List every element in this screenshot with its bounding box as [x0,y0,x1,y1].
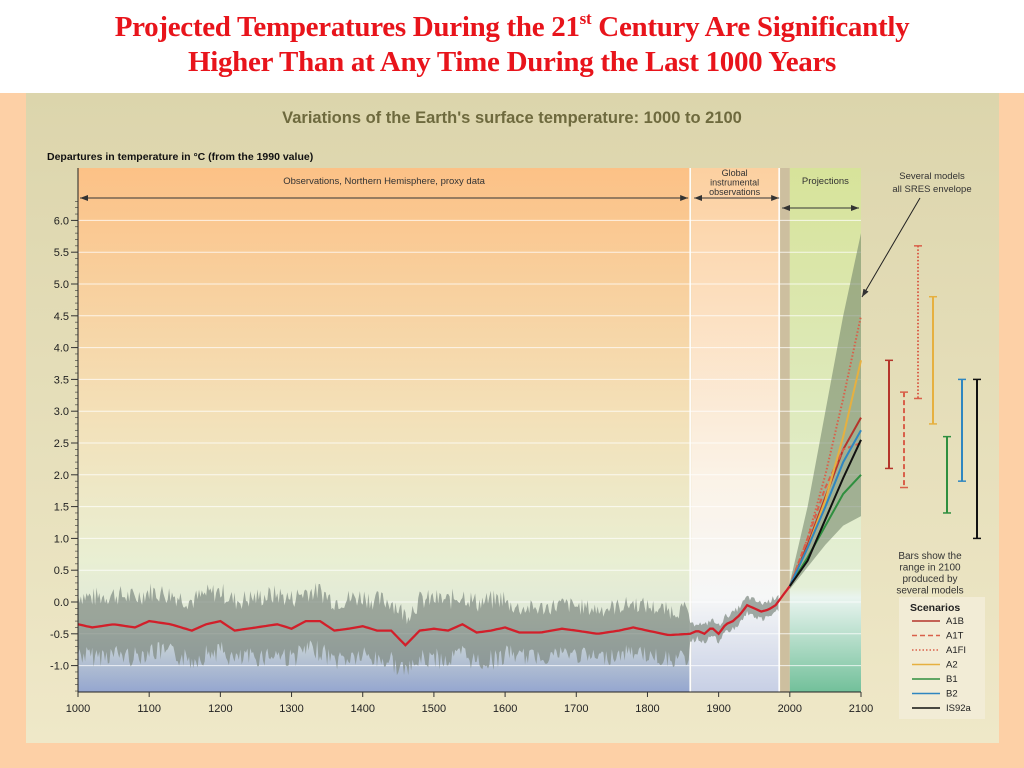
legend-label-is92a: IS92a [946,703,972,714]
y-tick-label: 4.5 [54,311,69,323]
x-tick-label: 1900 [706,703,730,715]
title-superscript: st [579,9,592,28]
envelope-pointer-arrow [861,197,921,298]
x-tick-label: 1400 [350,703,374,715]
slide-title-line1: Projected Temperatures During the 21st C… [0,0,1024,45]
period-label-projections: Projections [802,176,849,187]
title-line1-end: Century Are Significantly [591,11,910,43]
y-tick-label: 4.0 [54,343,69,355]
x-tick-label: 1500 [422,703,446,715]
y-tick-label: -0.5 [50,629,69,641]
y-tick-label: 0.0 [54,597,69,609]
x-tick-label: 2000 [778,703,802,715]
bars-note-line: produced by [902,574,957,585]
period-label-proxy: Observations, Northern Hemisphere, proxy… [283,176,485,187]
y-tick-label: 3.0 [54,406,69,418]
x-tick-label: 1000 [66,703,90,715]
envelope-note-line2: all SRES envelope [892,184,971,195]
legend-title: Scenarios [910,602,960,614]
sres-envelope [789,233,861,590]
period-label-instrumental: Global [722,168,748,178]
legend-label-a2: A2 [946,660,958,671]
y-tick-label: 5.0 [54,279,69,291]
y-tick-label: 6.0 [54,215,69,227]
legend-label-a1b: A1B [946,616,964,627]
y-tick-label: 3.5 [54,374,69,386]
legend-box [899,597,985,719]
chart-title: Variations of the Earth's surface temper… [282,109,742,127]
legend-label-a1t: A1T [946,631,964,642]
observed-temperature-line [77,585,791,647]
legend-label-a1fi: A1FI [946,645,966,656]
y-axis-label: Departures in temperature in °C (from th… [47,151,313,163]
series-line-a1fi [788,315,862,587]
x-tick-label: 1200 [208,703,232,715]
bars-note-line: several models [896,586,963,597]
y-tick-label: 2.5 [54,438,69,450]
y-tick-label: 2.0 [54,470,69,482]
period-label-instrumental: instrumental [710,178,759,188]
y-tick-label: 0.5 [54,565,69,577]
y-tick-label: 5.5 [54,247,69,259]
x-tick-label: 1100 [137,703,161,715]
bars-note-line: range in 2100 [899,563,961,574]
series-line-b1 [788,474,862,587]
x-tick-label: 1300 [279,703,303,715]
legend-label-b2: B2 [946,689,958,700]
period-label-instrumental: observations [709,187,761,197]
series-line-is92a [788,439,862,587]
slide-title-line2: Higher Than at Any Time During the Last … [187,46,837,78]
slide-title: Projected Temperatures During the 21st C… [0,0,1024,93]
x-tick-label: 1700 [564,703,588,715]
x-tick-label: 2100 [849,703,873,715]
x-tick-label: 1800 [635,703,659,715]
period-bg-overlap [780,168,790,692]
series-line-a1t [788,442,862,587]
y-tick-label: 1.5 [54,502,69,514]
bars-note-line: Bars show the [898,551,962,562]
envelope-note-line1: Several models [899,171,965,182]
y-tick-label: 1.0 [54,533,69,545]
x-tick-label: 1600 [493,703,517,715]
y-tick-label: -1.0 [50,661,69,673]
title-line1-text: Projected Temperatures During the 21 [114,11,580,43]
series-line-b2 [788,429,862,587]
legend-label-b1: B1 [946,674,958,685]
